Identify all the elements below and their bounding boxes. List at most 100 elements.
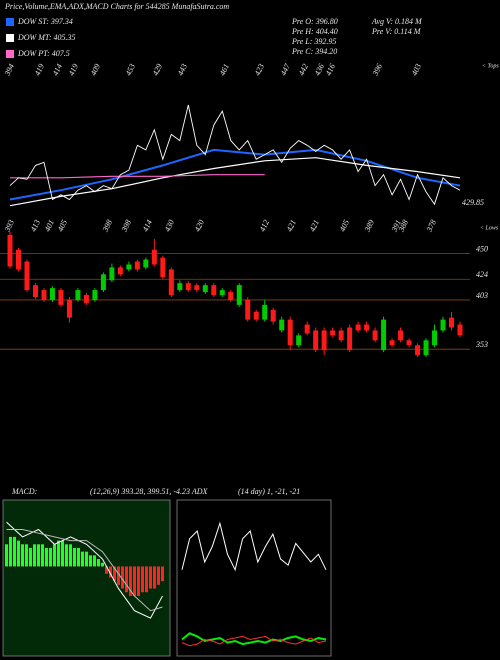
lows-label: < Lows [480,225,499,231]
candle-body [296,335,302,346]
macd-bar [21,544,24,567]
candle-body [185,283,191,291]
macd-bar [37,544,40,567]
candle-body [49,288,55,300]
legend-label: DOW MT: 405.35 [17,33,76,42]
tops-label: < Tops [482,63,499,69]
last-price: 429.85 [462,198,484,207]
macd-panel [2,499,171,657]
candle-body [287,319,293,346]
macd-bar [149,566,152,589]
macd-bar [85,551,88,567]
candle-body [92,290,98,300]
legend-swatch [6,50,14,58]
macd-bar [13,536,16,567]
macd-bar [45,547,48,567]
candle-body [194,285,200,291]
macd-bar [97,559,100,567]
candle-body [313,330,319,351]
macd-bar [133,566,136,596]
stat: Pre V: 0.114 M [371,27,422,36]
macd-bar [57,540,60,567]
macd-bar [121,566,124,589]
macd-bar [89,555,92,567]
legend-label: DOW ST: 397.34 [17,17,73,26]
stat: Pre H: 404.40 [291,27,338,36]
macd-bar [117,566,120,585]
macd-bar [65,544,68,567]
candle-body [134,261,140,270]
adx-line [181,521,327,572]
candle-body [372,330,378,341]
candle-body [15,249,21,270]
candle-body [253,311,259,320]
candle-body [321,330,327,351]
macd-bar [161,566,164,582]
macd-bar [153,566,156,589]
macd-bar [49,547,52,567]
stat: Pre L: 392.95 [291,37,336,46]
candle-body [168,269,174,296]
legend-swatch [6,34,14,42]
candle-body [228,292,234,300]
legend-label: DOW PT: 407.5 [17,49,70,58]
macd-bar [113,566,116,582]
macd-bar [61,540,64,567]
candle-body [117,267,123,275]
candle-body [262,304,268,320]
candle-body [83,295,89,303]
macd-bar [137,566,140,596]
candle-body [41,290,47,300]
y-tick-label: 450 [476,244,488,253]
macd-bar [105,566,108,574]
chart-title: Price,Volume,EMA,ADX,MACD Charts for 544… [4,2,229,11]
stat: Pre C: 394.20 [291,47,337,56]
candle-body [355,324,361,331]
macd-bar [73,547,76,567]
macd-bar [101,562,104,567]
macd-bar [69,544,72,567]
adx-line [181,632,327,646]
y-tick-label: 353 [475,340,488,349]
adx-label: (14 day) 1, -21, -21 [238,487,300,496]
candle-body [151,249,157,265]
ema-line [9,148,461,201]
candle-body [338,330,344,341]
candle-body [100,274,106,291]
candle-body [270,309,276,322]
price-line [9,104,461,206]
legend-swatch [6,18,14,26]
macd-bar [33,544,36,567]
candle-body [423,340,429,356]
macd-bar [9,536,12,567]
macd-bar [53,544,56,567]
macd-bar [5,544,8,567]
candle-body [389,340,395,346]
macd-bar [141,566,144,593]
macd-bar [29,547,32,567]
ema-line [9,157,461,207]
candle-body [211,285,217,296]
ema-line [10,174,265,179]
y-tick-label: 424 [476,270,488,279]
candle-body [449,317,455,328]
macd-params: (12,26,9) 393.28, 399.51, -4.23 ADX [90,487,209,496]
candle-body [279,319,285,331]
candle-body [7,234,13,267]
candle-body [381,319,387,351]
macd-bar [25,544,28,567]
candle-body [245,299,251,320]
candle-body [143,259,149,268]
candle-body [304,324,310,334]
macd-label: MACD: [11,487,38,496]
candle-body [66,299,72,318]
candle-body [32,285,38,297]
candle-body [330,330,336,336]
candle-body [202,285,208,293]
candle-body [415,345,421,356]
adx-line [181,635,327,647]
macd-bar [81,551,84,567]
macd-bar [41,544,44,567]
candle-body [364,324,370,331]
